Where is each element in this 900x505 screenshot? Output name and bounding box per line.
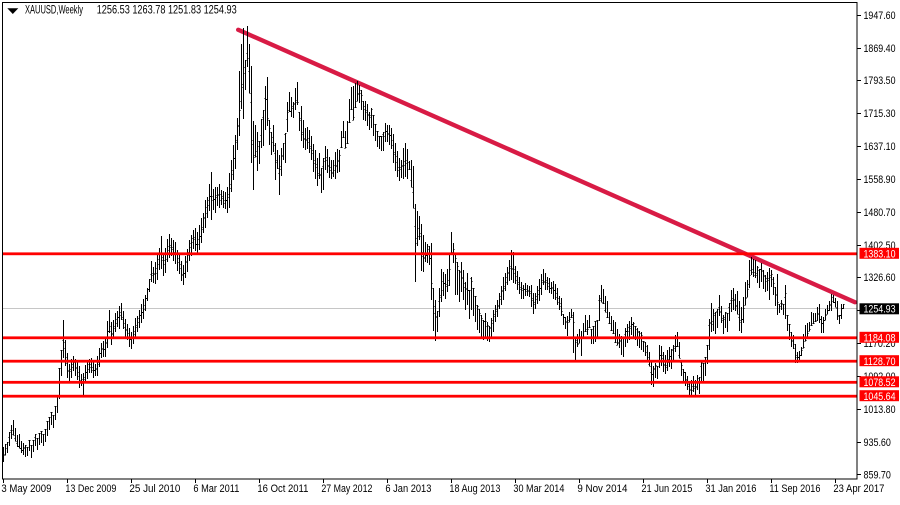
svg-text:XAUUSD,Weekly: XAUUSD,Weekly [25, 3, 83, 17]
svg-text:1793.50: 1793.50 [864, 75, 896, 87]
svg-text:1256.53 1263.78 1251.83 1254.9: 1256.53 1263.78 1251.83 1254.93 [97, 3, 237, 17]
svg-text:1558.90: 1558.90 [864, 174, 896, 186]
svg-text:31 Jan 2016: 31 Jan 2016 [705, 483, 756, 495]
svg-text:18 Aug 2013: 18 Aug 2013 [449, 483, 500, 495]
svg-text:21 Jun 2015: 21 Jun 2015 [641, 483, 692, 495]
svg-text:1013.80: 1013.80 [864, 404, 896, 416]
svg-text:13 Dec 2009: 13 Dec 2009 [65, 483, 116, 495]
svg-text:859.70: 859.70 [864, 469, 891, 481]
svg-text:1383.10: 1383.10 [864, 248, 896, 260]
svg-text:1326.60: 1326.60 [864, 272, 896, 284]
svg-text:1254.93: 1254.93 [864, 304, 896, 316]
svg-text:1637.10: 1637.10 [864, 141, 896, 153]
svg-text:1128.70: 1128.70 [864, 356, 896, 368]
svg-text:9 Nov 2014: 9 Nov 2014 [577, 483, 627, 495]
svg-text:16 Oct 2011: 16 Oct 2011 [257, 483, 308, 495]
svg-text:1184.08: 1184.08 [864, 332, 896, 344]
svg-text:6 Mar 2011: 6 Mar 2011 [193, 483, 239, 495]
svg-text:1715.30: 1715.30 [864, 108, 896, 120]
svg-text:935.60: 935.60 [864, 437, 891, 449]
svg-text:23 Apr 2017: 23 Apr 2017 [833, 483, 884, 495]
svg-text:30 Mar 2014: 30 Mar 2014 [513, 483, 564, 495]
svg-text:1947.60: 1947.60 [864, 10, 896, 22]
svg-text:1078.52: 1078.52 [864, 377, 896, 389]
svg-text:3 May 2009: 3 May 2009 [1, 483, 51, 495]
svg-text:11 Sep 2016: 11 Sep 2016 [769, 483, 820, 495]
svg-text:1045.64: 1045.64 [864, 391, 896, 403]
svg-text:1480.70: 1480.70 [864, 207, 896, 219]
svg-text:25 Jul 2010: 25 Jul 2010 [129, 483, 180, 495]
svg-text:6 Jan 2013: 6 Jan 2013 [385, 483, 431, 495]
svg-text:1869.40: 1869.40 [864, 43, 896, 55]
svg-text:27 May 2012: 27 May 2012 [321, 483, 372, 495]
